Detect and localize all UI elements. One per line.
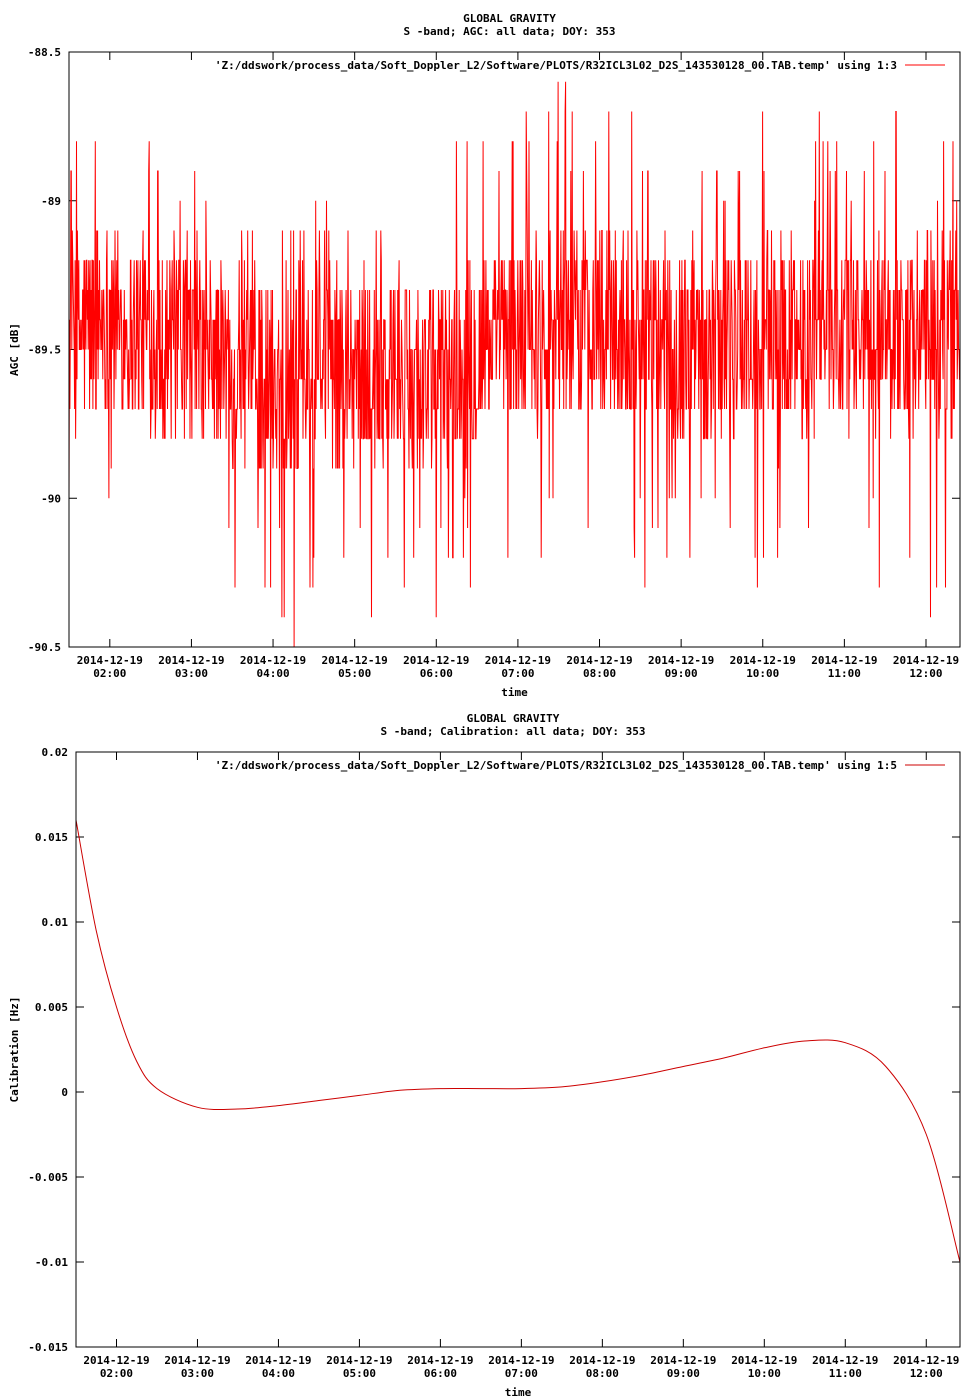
y-tick-label: 0.005	[35, 1001, 68, 1014]
x-tick-date: 2014-12-19	[488, 1354, 554, 1367]
y-tick-label: 0	[61, 1086, 68, 1099]
y-tick-label: 0.01	[42, 916, 69, 929]
series-line	[76, 819, 960, 1263]
x-tick-date: 2014-12-19	[407, 1354, 473, 1367]
y-tick-label: -90	[41, 492, 61, 505]
y-tick-label: 0.02	[42, 746, 69, 759]
x-tick-date: 2014-12-19	[83, 1354, 149, 1367]
x-tick-time: 08:00	[586, 1367, 619, 1380]
x-tick-date: 2014-12-19	[893, 1354, 959, 1367]
series-line	[69, 81, 960, 647]
x-tick-time: 10:00	[746, 667, 779, 680]
x-tick-time: 07:00	[505, 1367, 538, 1380]
chart-title: GLOBAL GRAVITY	[463, 12, 556, 25]
y-tick-label: -90.5	[28, 641, 61, 654]
y-tick-label: -89	[41, 195, 61, 208]
x-tick-time: 02:00	[100, 1367, 133, 1380]
x-tick-date: 2014-12-19	[812, 1354, 878, 1367]
x-tick-date: 2014-12-19	[158, 654, 224, 667]
x-tick-date: 2014-12-19	[566, 654, 632, 667]
x-tick-time: 07:00	[501, 667, 534, 680]
x-axis-label: time	[501, 686, 528, 699]
x-tick-date: 2014-12-19	[403, 654, 469, 667]
y-tick-label: -0.005	[28, 1171, 68, 1184]
x-tick-date: 2014-12-19	[893, 654, 959, 667]
x-tick-time: 04:00	[256, 667, 289, 680]
plot-frame	[75, 751, 961, 1348]
y-tick-label: -0.01	[35, 1256, 68, 1269]
legend-label: 'Z:/ddswork/process_data/Soft_Doppler_L2…	[215, 759, 897, 772]
x-tick-time: 03:00	[175, 667, 208, 680]
x-tick-time: 06:00	[424, 1367, 457, 1380]
x-tick-date: 2014-12-19	[164, 1354, 230, 1367]
x-tick-date: 2014-12-19	[77, 654, 143, 667]
x-tick-date: 2014-12-19	[326, 1354, 392, 1367]
chart-subtitle: S -band; Calibration: all data; DOY: 353	[381, 725, 646, 738]
x-tick-time: 02:00	[93, 667, 126, 680]
x-tick-time: 12:00	[909, 667, 942, 680]
y-axis-label: AGC [dB]	[8, 323, 21, 376]
x-tick-date: 2014-12-19	[322, 654, 388, 667]
x-tick-date: 2014-12-19	[650, 1354, 716, 1367]
x-tick-date: 2014-12-19	[485, 654, 551, 667]
x-tick-date: 2014-12-19	[811, 654, 877, 667]
x-tick-time: 11:00	[828, 667, 861, 680]
x-tick-time: 05:00	[343, 1367, 376, 1380]
x-tick-time: 08:00	[583, 667, 616, 680]
y-tick-label: -89.5	[28, 344, 61, 357]
plot-frame	[68, 51, 961, 648]
x-tick-time: 05:00	[338, 667, 371, 680]
x-tick-time: 12:00	[910, 1367, 943, 1380]
x-tick-date: 2014-12-19	[569, 1354, 635, 1367]
y-tick-label: 0.015	[35, 831, 68, 844]
x-tick-time: 10:00	[748, 1367, 781, 1380]
y-tick-label: -0.015	[28, 1341, 68, 1354]
x-tick-time: 11:00	[829, 1367, 862, 1380]
x-tick-time: 09:00	[667, 1367, 700, 1380]
x-tick-time: 03:00	[181, 1367, 214, 1380]
x-tick-date: 2014-12-19	[731, 1354, 797, 1367]
x-tick-time: 06:00	[420, 667, 453, 680]
x-tick-date: 2014-12-19	[245, 1354, 311, 1367]
y-tick-label: -88.5	[28, 46, 61, 59]
chart-title: GLOBAL GRAVITY	[467, 712, 560, 725]
x-tick-date: 2014-12-19	[648, 654, 714, 667]
x-tick-time: 04:00	[262, 1367, 295, 1380]
chart-subtitle: S -band; AGC: all data; DOY: 353	[404, 25, 616, 38]
x-tick-date: 2014-12-19	[240, 654, 306, 667]
x-tick-time: 09:00	[665, 667, 698, 680]
x-tick-date: 2014-12-19	[730, 654, 796, 667]
x-axis-label: time	[505, 1386, 532, 1399]
y-axis-label: Calibration [Hz]	[8, 997, 21, 1103]
legend-label: 'Z:/ddswork/process_data/Soft_Doppler_L2…	[215, 59, 897, 72]
